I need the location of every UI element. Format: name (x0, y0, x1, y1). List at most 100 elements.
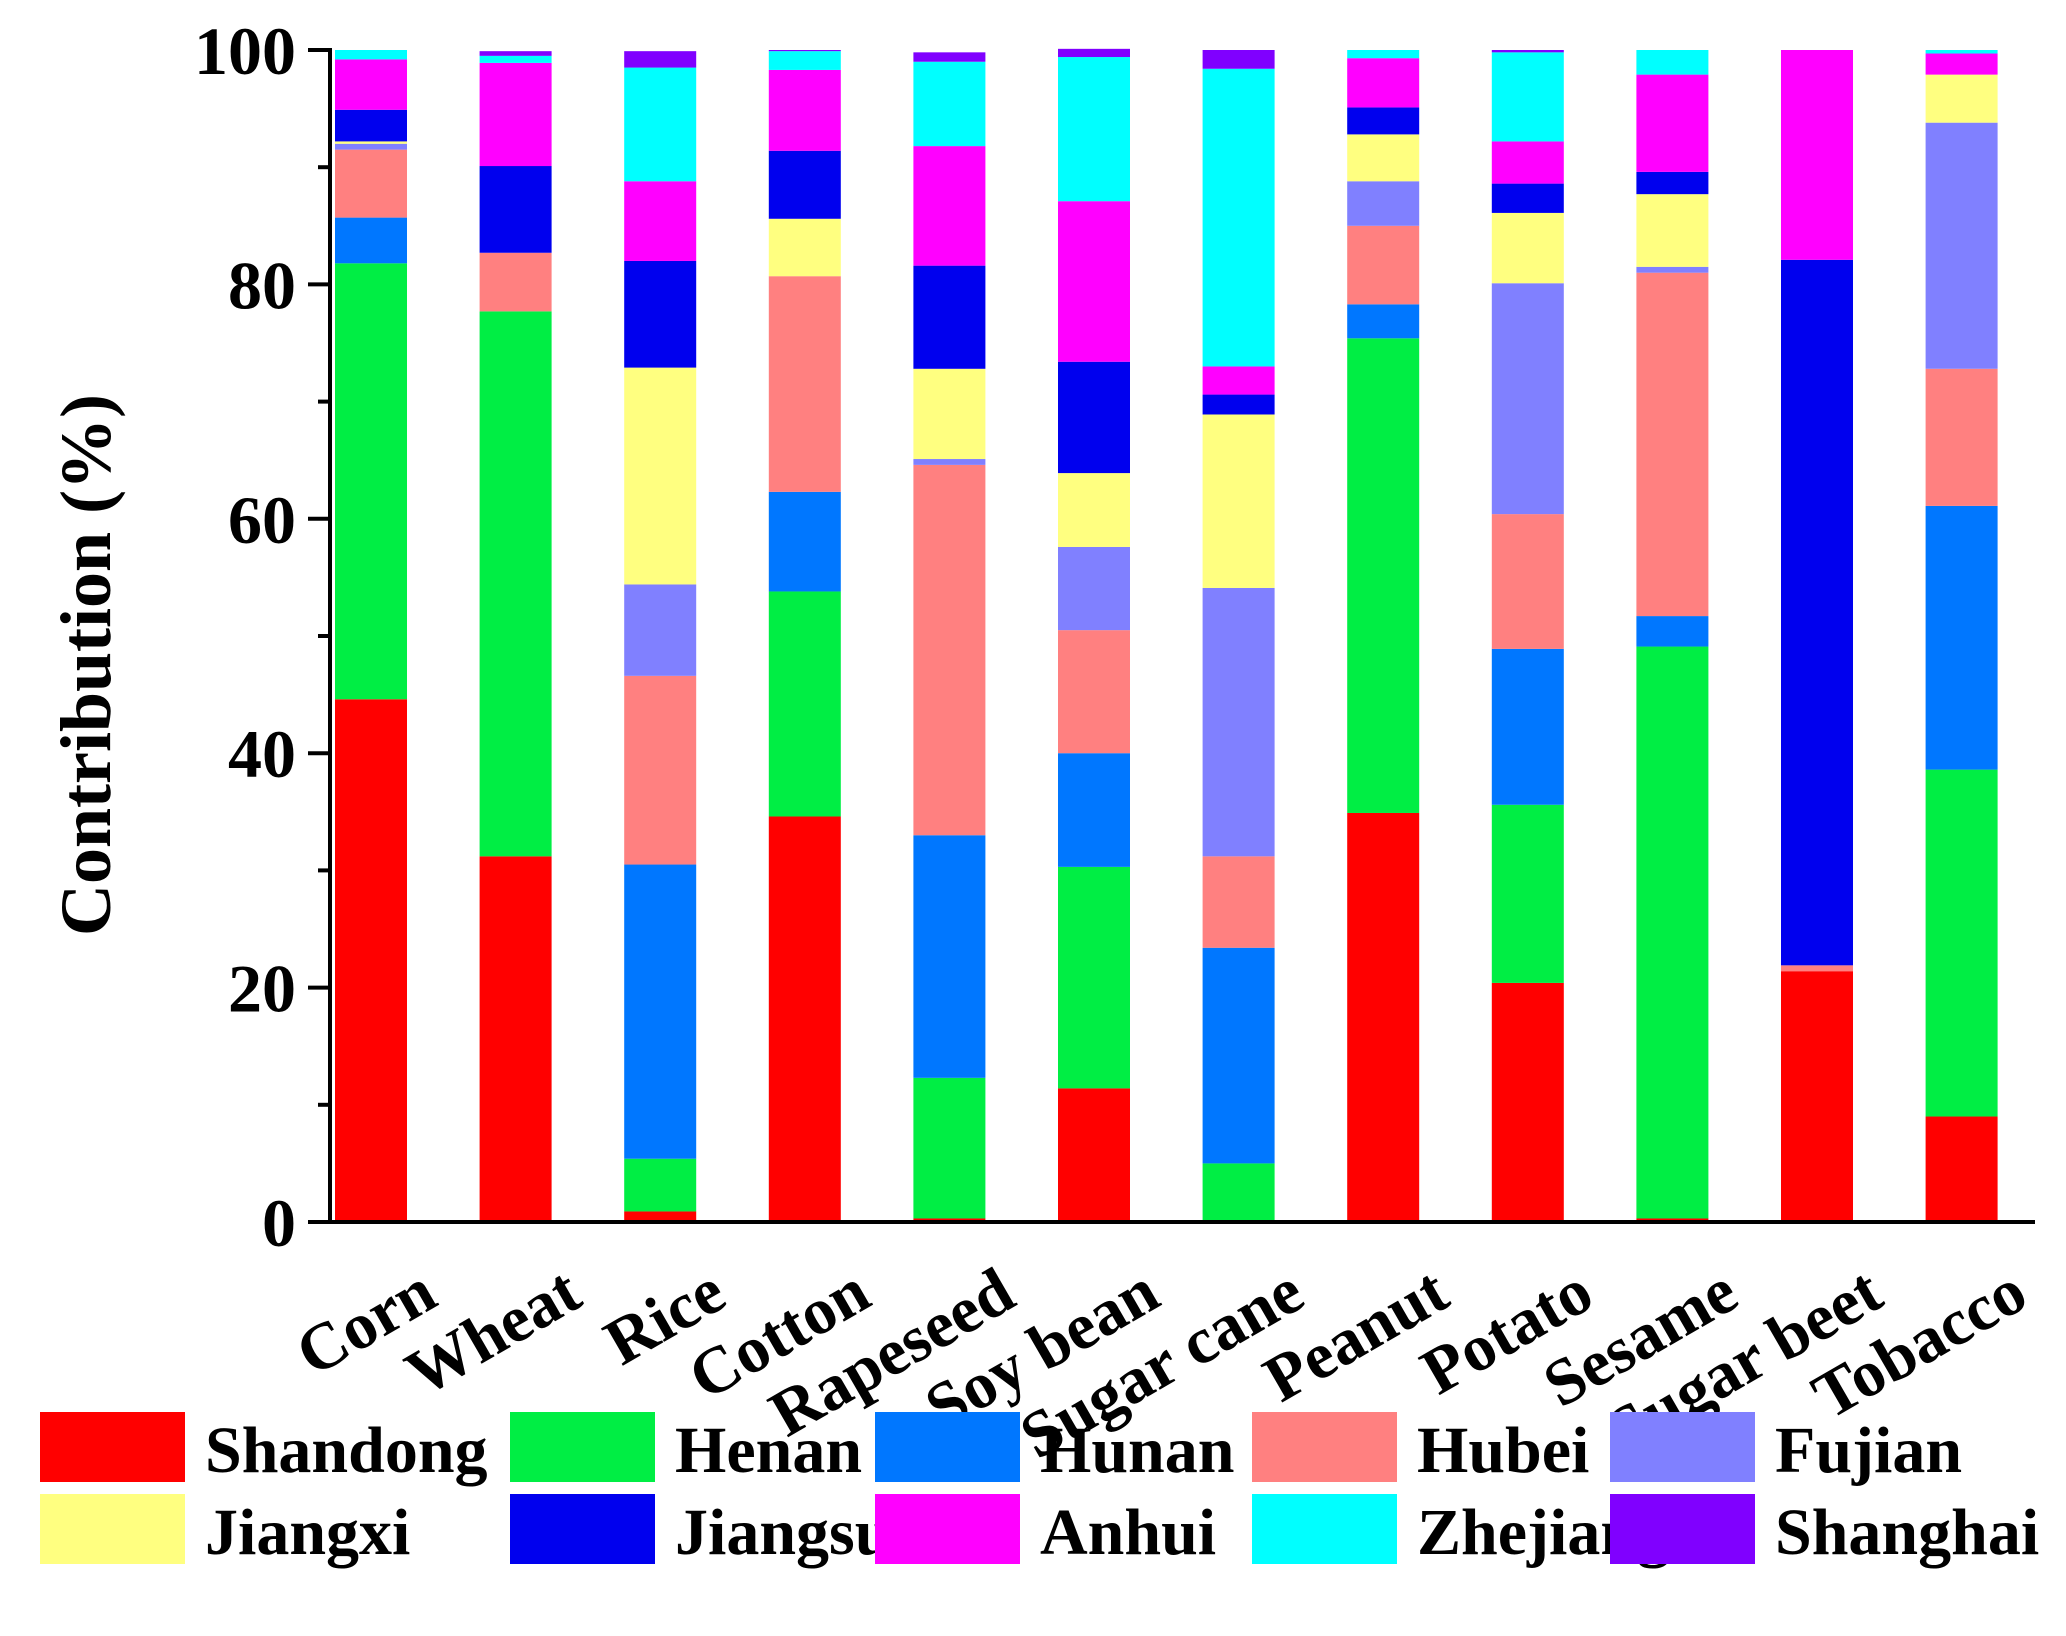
bar-segment-cotton-hunan (768, 491, 841, 592)
bar-segment-cotton-zhejiang (768, 51, 841, 70)
bar-segment-potato-hubei (1491, 514, 1564, 649)
y-tick-label-40: 40 (228, 716, 296, 792)
bar-segment-wheat-anhui (479, 62, 552, 167)
bar-segment-rapeseed-zhejiang (913, 61, 986, 147)
legend-swatch-zhejiang (1252, 1494, 1397, 1564)
bar-segment-potato-henan (1491, 804, 1564, 983)
bar-segment-soy-bean-anhui (1058, 201, 1130, 362)
bar-segment-soy-bean-fujian (1058, 546, 1130, 631)
bar-segment-potato-jiangxi (1491, 212, 1564, 284)
bar-segment-sesame-anhui (1636, 74, 1709, 172)
bar-segment-soy-bean-hubei (1058, 630, 1130, 754)
bar-segment-peanut-fujian (1347, 181, 1420, 226)
bar-segment-rice-fujian (624, 584, 697, 676)
legend-label-anhui: Anhui (1040, 1496, 1216, 1569)
legend-label-jiangxi: Jiangxi (205, 1496, 410, 1569)
bar-segment-tobacco-fujian (1925, 122, 1998, 369)
bar-segment-sesame-hunan (1636, 616, 1709, 647)
bar-segment-sugar-cane-jiangxi (1202, 414, 1275, 588)
bar-segment-rapeseed-jiangsu (913, 265, 986, 369)
legend-label-shanghai: Shanghai (1775, 1496, 2039, 1569)
bar-segment-potato-shandong (1491, 982, 1564, 1222)
bar-segment-potato-anhui (1491, 141, 1564, 184)
bar-segment-peanut-hubei (1347, 225, 1420, 305)
bar-segment-rice-jiangsu (624, 260, 697, 368)
legend-label-jiangsu: Jiangsu (675, 1496, 891, 1569)
legend-label-shandong: Shandong (205, 1414, 488, 1487)
bar-segment-corn-jiangxi (335, 141, 407, 144)
legend-swatch-hubei (1252, 1412, 1397, 1482)
bar-segment-rapeseed-jiangxi (913, 368, 986, 460)
bar-segment-sugar-beet-hubei (1781, 965, 1853, 972)
bar-segment-wheat-hubei (479, 252, 552, 312)
legend-label-hunan: Hunan (1040, 1414, 1234, 1487)
bar-segment-potato-fujian (1491, 283, 1564, 515)
bar-segment-rice-shandong (624, 1211, 697, 1222)
bar-segment-tobacco-zhejiang (1925, 50, 1998, 54)
bars-layer (335, 48, 1998, 1222)
legend-swatch-anhui (875, 1494, 1020, 1564)
bar-segment-rapeseed-shanghai (913, 52, 986, 62)
bar-segment-cotton-shanghai (768, 50, 841, 52)
bar-segment-tobacco-henan (1925, 769, 1998, 1117)
bar-segment-tobacco-anhui (1925, 53, 1998, 75)
bar-segment-corn-hubei (335, 149, 407, 218)
bar-segment-rapeseed-hubei (913, 464, 986, 836)
legend-swatch-shanghai (1610, 1494, 1755, 1564)
y-tick-label-60: 60 (228, 482, 296, 558)
bar-segment-rapeseed-fujian (913, 459, 986, 465)
bar-segment-rice-zhejiang (624, 67, 697, 182)
bar-segment-rice-shanghai (624, 51, 697, 68)
bar-segment-corn-shandong (335, 699, 407, 1222)
bar-segment-sugar-beet-anhui (1781, 50, 1853, 260)
bar-segment-soy-bean-jiangsu (1058, 361, 1130, 474)
bar-segment-cotton-hubei (768, 276, 841, 492)
bar-segment-peanut-henan (1347, 338, 1420, 813)
bar-segment-tobacco-hunan (1925, 505, 1998, 770)
bar-segment-sesame-jiangsu (1636, 171, 1709, 195)
bar-segment-sesame-jiangxi (1636, 194, 1709, 267)
bar-segment-soy-bean-shanghai (1058, 48, 1130, 58)
bar-segment-wheat-shandong (479, 856, 552, 1222)
bar-segment-rice-jiangxi (624, 367, 697, 585)
bar-segment-sugar-cane-henan (1202, 1163, 1275, 1222)
bar-segment-sesame-zhejiang (1636, 50, 1709, 75)
bar-segment-potato-zhejiang (1491, 52, 1564, 142)
legend-swatch-hunan (875, 1412, 1020, 1482)
bar-segment-sesame-fujian (1636, 266, 1709, 273)
bar-segment-rice-henan (624, 1158, 697, 1212)
bar-segment-tobacco-shandong (1925, 1116, 1998, 1222)
bar-segment-sugar-cane-hunan (1202, 947, 1275, 1164)
y-axis-label: Contribution (%) (46, 394, 126, 936)
bar-segment-sesame-henan (1636, 646, 1709, 1219)
bar-segment-peanut-zhejiang (1347, 50, 1420, 59)
bar-segment-peanut-shandong (1347, 812, 1420, 1222)
bar-segment-sugar-cane-fujian (1202, 587, 1275, 857)
bar-segment-sesame-hubei (1636, 272, 1709, 617)
bar-segment-peanut-jiangxi (1347, 134, 1420, 182)
bar-segment-wheat-shanghai (479, 51, 552, 56)
bar-segment-sugar-beet-jiangsu (1781, 259, 1853, 966)
bar-segment-potato-jiangsu (1491, 183, 1564, 213)
bar-segment-cotton-jiangxi (768, 218, 841, 277)
bar-segment-cotton-anhui (768, 69, 841, 151)
bar-segment-sugar-cane-zhejiang (1202, 68, 1275, 367)
bar-segment-sugar-cane-jiangsu (1202, 394, 1275, 415)
bar-segment-peanut-jiangsu (1347, 107, 1420, 135)
bar-segment-soy-bean-zhejiang (1058, 57, 1130, 202)
bar-segment-corn-hunan (335, 217, 407, 264)
axes-layer: 0 20 40 60 80 100 (194, 13, 2035, 1261)
bar-segment-peanut-hunan (1347, 304, 1420, 339)
bar-segment-rice-anhui (624, 181, 697, 261)
bar-segment-soy-bean-jiangxi (1058, 473, 1130, 547)
bar-segment-cotton-jiangsu (768, 150, 841, 219)
bar-segment-tobacco-hubei (1925, 368, 1998, 506)
legend-swatch-shandong (40, 1412, 185, 1482)
bar-segment-rapeseed-anhui (913, 146, 986, 266)
bar-segment-corn-zhejiang (335, 50, 407, 60)
bar-segment-corn-jiangsu (335, 109, 407, 142)
bar-segment-sugar-cane-anhui (1202, 366, 1275, 395)
y-tick-label-80: 80 (228, 247, 296, 323)
